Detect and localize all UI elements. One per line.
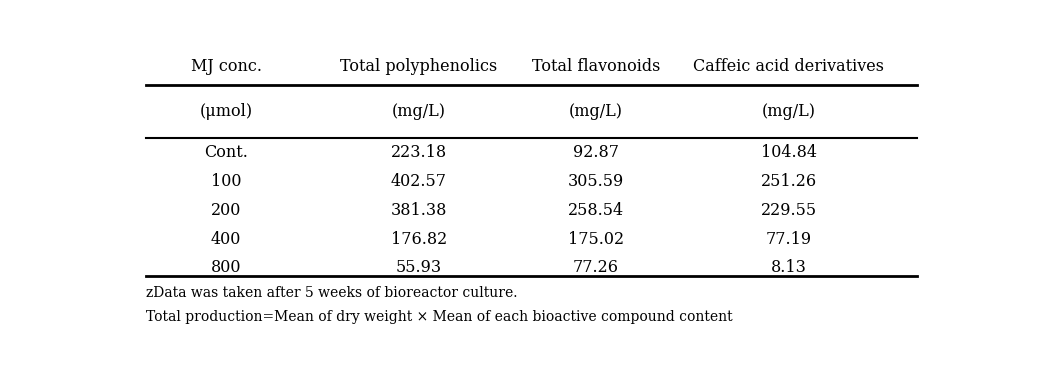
Text: 381.38: 381.38: [391, 202, 447, 219]
Text: 229.55: 229.55: [760, 202, 817, 219]
Text: 77.26: 77.26: [572, 259, 619, 276]
Text: Total flavonoids: Total flavonoids: [532, 58, 660, 75]
Text: Total polyphenolics: Total polyphenolics: [340, 58, 498, 75]
Text: 800: 800: [211, 259, 242, 276]
Text: 104.84: 104.84: [760, 144, 817, 161]
Text: 176.82: 176.82: [391, 231, 447, 247]
Text: 402.57: 402.57: [391, 173, 447, 190]
Text: Cont.: Cont.: [204, 144, 248, 161]
Text: Caffeic acid derivatives: Caffeic acid derivatives: [693, 58, 885, 75]
Text: (mg/L): (mg/L): [761, 103, 816, 120]
Text: 100: 100: [211, 173, 242, 190]
Text: 305.59: 305.59: [567, 173, 624, 190]
Text: 92.87: 92.87: [572, 144, 619, 161]
Text: 175.02: 175.02: [567, 231, 624, 247]
Text: (mg/L): (mg/L): [392, 103, 446, 120]
Text: MJ conc.: MJ conc.: [191, 58, 261, 75]
Text: 8.13: 8.13: [770, 259, 807, 276]
Text: ᴢData was taken after 5 weeks of bioreactor culture.: ᴢData was taken after 5 weeks of bioreac…: [145, 286, 517, 300]
Text: 400: 400: [211, 231, 242, 247]
Text: 258.54: 258.54: [567, 202, 624, 219]
Text: (μmol): (μmol): [199, 103, 253, 120]
Text: 55.93: 55.93: [396, 259, 442, 276]
Text: 200: 200: [211, 202, 242, 219]
Text: 251.26: 251.26: [760, 173, 817, 190]
Text: Total production=Mean of dry weight × Mean of each bioactive compound content: Total production=Mean of dry weight × Me…: [145, 310, 732, 324]
Text: 223.18: 223.18: [391, 144, 447, 161]
Text: (mg/L): (mg/L): [568, 103, 623, 120]
Text: 77.19: 77.19: [765, 231, 812, 247]
